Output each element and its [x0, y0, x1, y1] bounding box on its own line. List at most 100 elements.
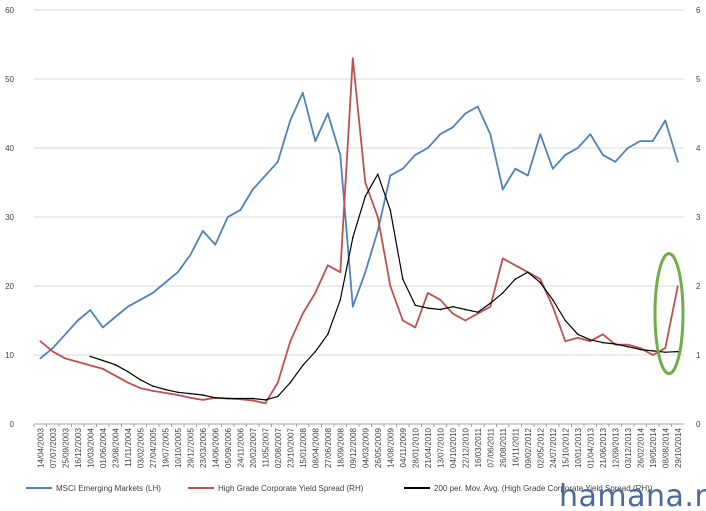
x-tick-label: 23/08/2004 — [111, 427, 120, 468]
data-point — [352, 236, 354, 239]
data-point — [614, 343, 617, 345]
data-point — [314, 292, 317, 294]
data-point — [439, 133, 442, 135]
data-point — [652, 350, 654, 352]
data-point — [339, 154, 342, 156]
data-point — [302, 312, 304, 315]
data-point — [127, 370, 129, 373]
data-point — [352, 305, 354, 308]
data-point — [477, 105, 479, 108]
data-point — [464, 319, 467, 322]
data-point — [564, 154, 567, 156]
data-point — [214, 243, 217, 246]
x-tick-label: 10/03/2004 — [86, 427, 95, 468]
data-point — [227, 397, 229, 400]
data-point — [114, 316, 117, 318]
x-tick-label: 19/05/2014 — [649, 427, 658, 468]
x-tick-label: 23/10/2007 — [286, 427, 295, 468]
data-point — [102, 326, 104, 329]
data-point — [477, 312, 479, 315]
data-point — [189, 392, 192, 395]
data-point — [439, 308, 442, 311]
data-point — [427, 307, 429, 309]
data-point — [314, 350, 317, 353]
data-point — [402, 319, 404, 322]
data-point — [152, 385, 154, 387]
data-point — [427, 147, 429, 149]
data-point — [364, 195, 367, 198]
y-left-tick-label: 10 — [5, 351, 14, 360]
data-point — [252, 188, 254, 191]
data-point — [627, 343, 629, 346]
data-point — [539, 133, 542, 135]
y-right-tick-label: 6 — [696, 6, 701, 15]
data-point — [102, 368, 104, 370]
legend-label: MSCI Emerging Markets (LH) — [56, 484, 161, 493]
x-tick-label: 20/02/2007 — [249, 427, 258, 468]
data-point — [39, 357, 42, 360]
x-tick-label: 01/04/2013 — [586, 427, 595, 468]
data-point — [189, 397, 192, 399]
data-point — [289, 381, 292, 384]
data-point — [452, 305, 454, 308]
legend-label: 200 per. Mov. Avg. (High Grade Corporate… — [434, 484, 653, 493]
y-right-tick-label: 2 — [696, 282, 701, 291]
data-point — [577, 337, 579, 339]
data-point — [89, 355, 92, 358]
data-point — [489, 302, 492, 305]
x-tick-label: 19/07/2005 — [161, 427, 170, 468]
x-tick-label: 26/05/2009 — [374, 427, 383, 468]
x-tick-label: 11/11/2004 — [124, 427, 133, 466]
data-point — [527, 271, 529, 274]
x-tick-label: 09/02/2012 — [524, 427, 533, 468]
x-tick-label: 03/12/2013 — [624, 427, 633, 468]
x-tick-label: 22/12/2010 — [461, 427, 470, 468]
data-point — [377, 230, 379, 232]
data-point — [552, 305, 554, 308]
data-point — [89, 309, 92, 311]
y-right-tick-label: 0 — [696, 420, 701, 429]
data-point — [602, 333, 604, 336]
x-tick-label: 08/04/2008 — [311, 427, 320, 468]
data-point — [314, 140, 317, 142]
data-point — [577, 333, 579, 336]
data-point — [664, 347, 667, 349]
y-axis-right: 0 1 2 3 4 5 6 — [696, 6, 701, 429]
data-point — [627, 147, 629, 149]
y-left-tick-label: 0 — [10, 420, 15, 429]
legend-label: High Grade Corporate Yield Spread (RH) — [218, 484, 364, 493]
data-point — [652, 354, 654, 356]
data-point — [177, 391, 179, 394]
data-point — [414, 154, 417, 156]
data-point — [552, 167, 554, 170]
x-tick-label: 16/03/2011 — [474, 427, 483, 467]
data-point — [627, 345, 629, 348]
y-left-tick-label: 30 — [5, 213, 14, 222]
x-tick-label: 24/07/2012 — [549, 427, 558, 468]
y-left-tick-label: 40 — [5, 144, 14, 153]
data-point — [114, 374, 117, 377]
data-point — [502, 188, 504, 191]
data-point — [352, 57, 354, 60]
data-point — [139, 387, 142, 389]
x-tick-label: 14/06/2006 — [211, 427, 220, 468]
data-point — [577, 147, 579, 149]
data-point — [489, 305, 492, 308]
data-point — [439, 299, 442, 301]
series-line-yield-spread — [39, 57, 679, 405]
data-point — [252, 399, 254, 402]
data-point — [489, 133, 492, 135]
x-tick-label: 23/03/2006 — [199, 427, 208, 468]
data-point — [239, 397, 242, 400]
y-axis-left: 0 10 20 30 40 50 60 — [5, 6, 14, 429]
data-point — [139, 379, 142, 381]
y-right-tick-label: 5 — [696, 75, 701, 84]
data-point — [502, 292, 504, 294]
data-point — [564, 319, 567, 322]
y-left-tick-label: 60 — [5, 6, 14, 15]
data-point — [677, 285, 679, 287]
data-point — [302, 92, 304, 94]
data-point — [152, 390, 154, 392]
x-tick-label: 25/09/2003 — [61, 427, 70, 468]
x-tick-label: 09/12/2008 — [349, 427, 358, 468]
